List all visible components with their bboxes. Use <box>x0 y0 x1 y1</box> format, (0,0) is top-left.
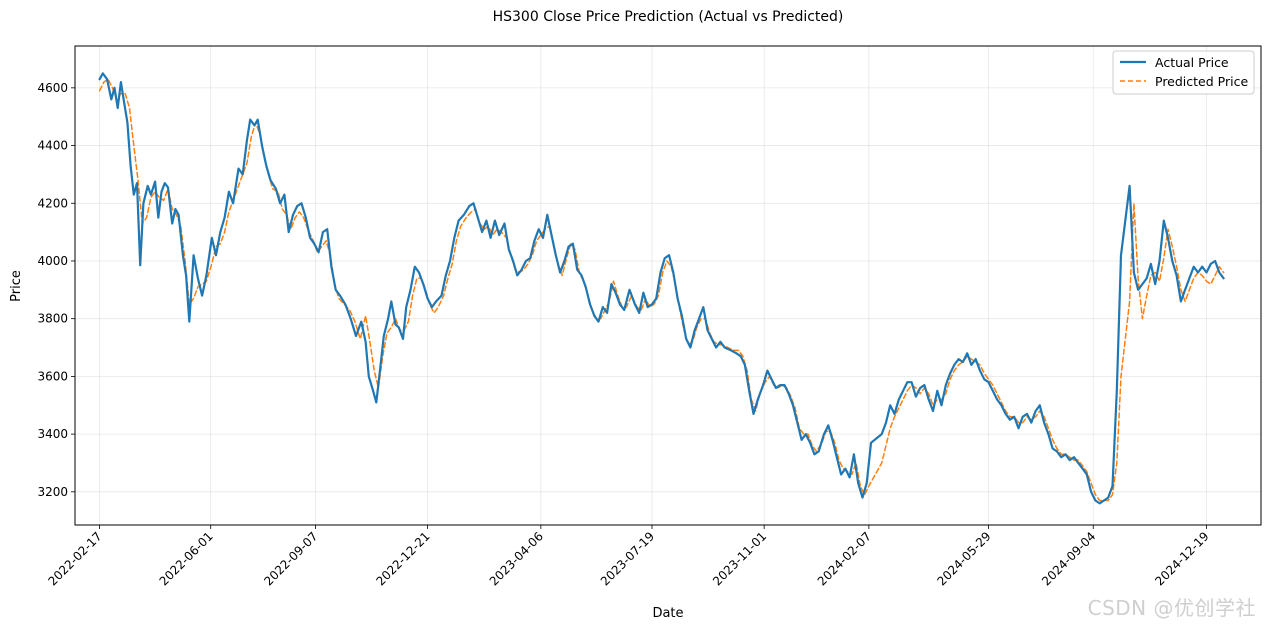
watermark-text: CSDN @优创学社 <box>1087 596 1256 620</box>
y-tick-label: 3200 <box>37 485 68 499</box>
x-tick-label: 2022-06-01 <box>157 529 216 588</box>
y-tick-label: 4600 <box>37 81 68 95</box>
y-tick-label: 4200 <box>37 196 68 210</box>
x-tick-label: 2023-04-06 <box>487 529 546 588</box>
chart-title: HS300 Close Price Prediction (Actual vs … <box>493 9 844 25</box>
x-tick-label: 2023-11-01 <box>710 529 769 588</box>
y-tick-label: 3600 <box>37 369 68 383</box>
axis-layer: 2022-02-17 2022-06-01 2022-09-07 2022-12-21… <box>37 81 1211 589</box>
y-tick-label: 3400 <box>37 427 68 441</box>
x-tick-label: 2024-12-19 <box>1152 529 1211 588</box>
y-axis-label: Price <box>9 270 24 302</box>
series-layer <box>98 72 1225 505</box>
x-tick-label: 2023-07-19 <box>598 529 657 588</box>
plot-area-frame <box>74 45 1262 526</box>
x-tick-label: 2022-02-17 <box>45 529 104 588</box>
actual-price-line <box>98 72 1225 505</box>
x-tick-label: 2022-09-07 <box>261 529 320 588</box>
x-tick-label: 2024-09-04 <box>1039 529 1098 588</box>
legend-actual-label: Actual Price <box>1155 55 1229 70</box>
predicted-price-line <box>98 78 1225 502</box>
legend-predicted-label: Predicted Price <box>1155 74 1248 89</box>
y-tick-label: 4000 <box>37 254 68 268</box>
x-axis-label: Date <box>652 606 683 621</box>
legend-box <box>1112 50 1255 95</box>
x-tick-label: 2022-12-21 <box>373 529 432 588</box>
legend: Actual Price Predicted Price <box>1112 50 1255 95</box>
y-tick-label: 3800 <box>37 312 68 326</box>
x-tick-label: 2024-02-07 <box>815 529 874 588</box>
x-tick-label: 2024-05-29 <box>934 529 993 588</box>
grid-lines <box>75 46 1261 525</box>
y-tick-label: 4400 <box>37 139 68 153</box>
